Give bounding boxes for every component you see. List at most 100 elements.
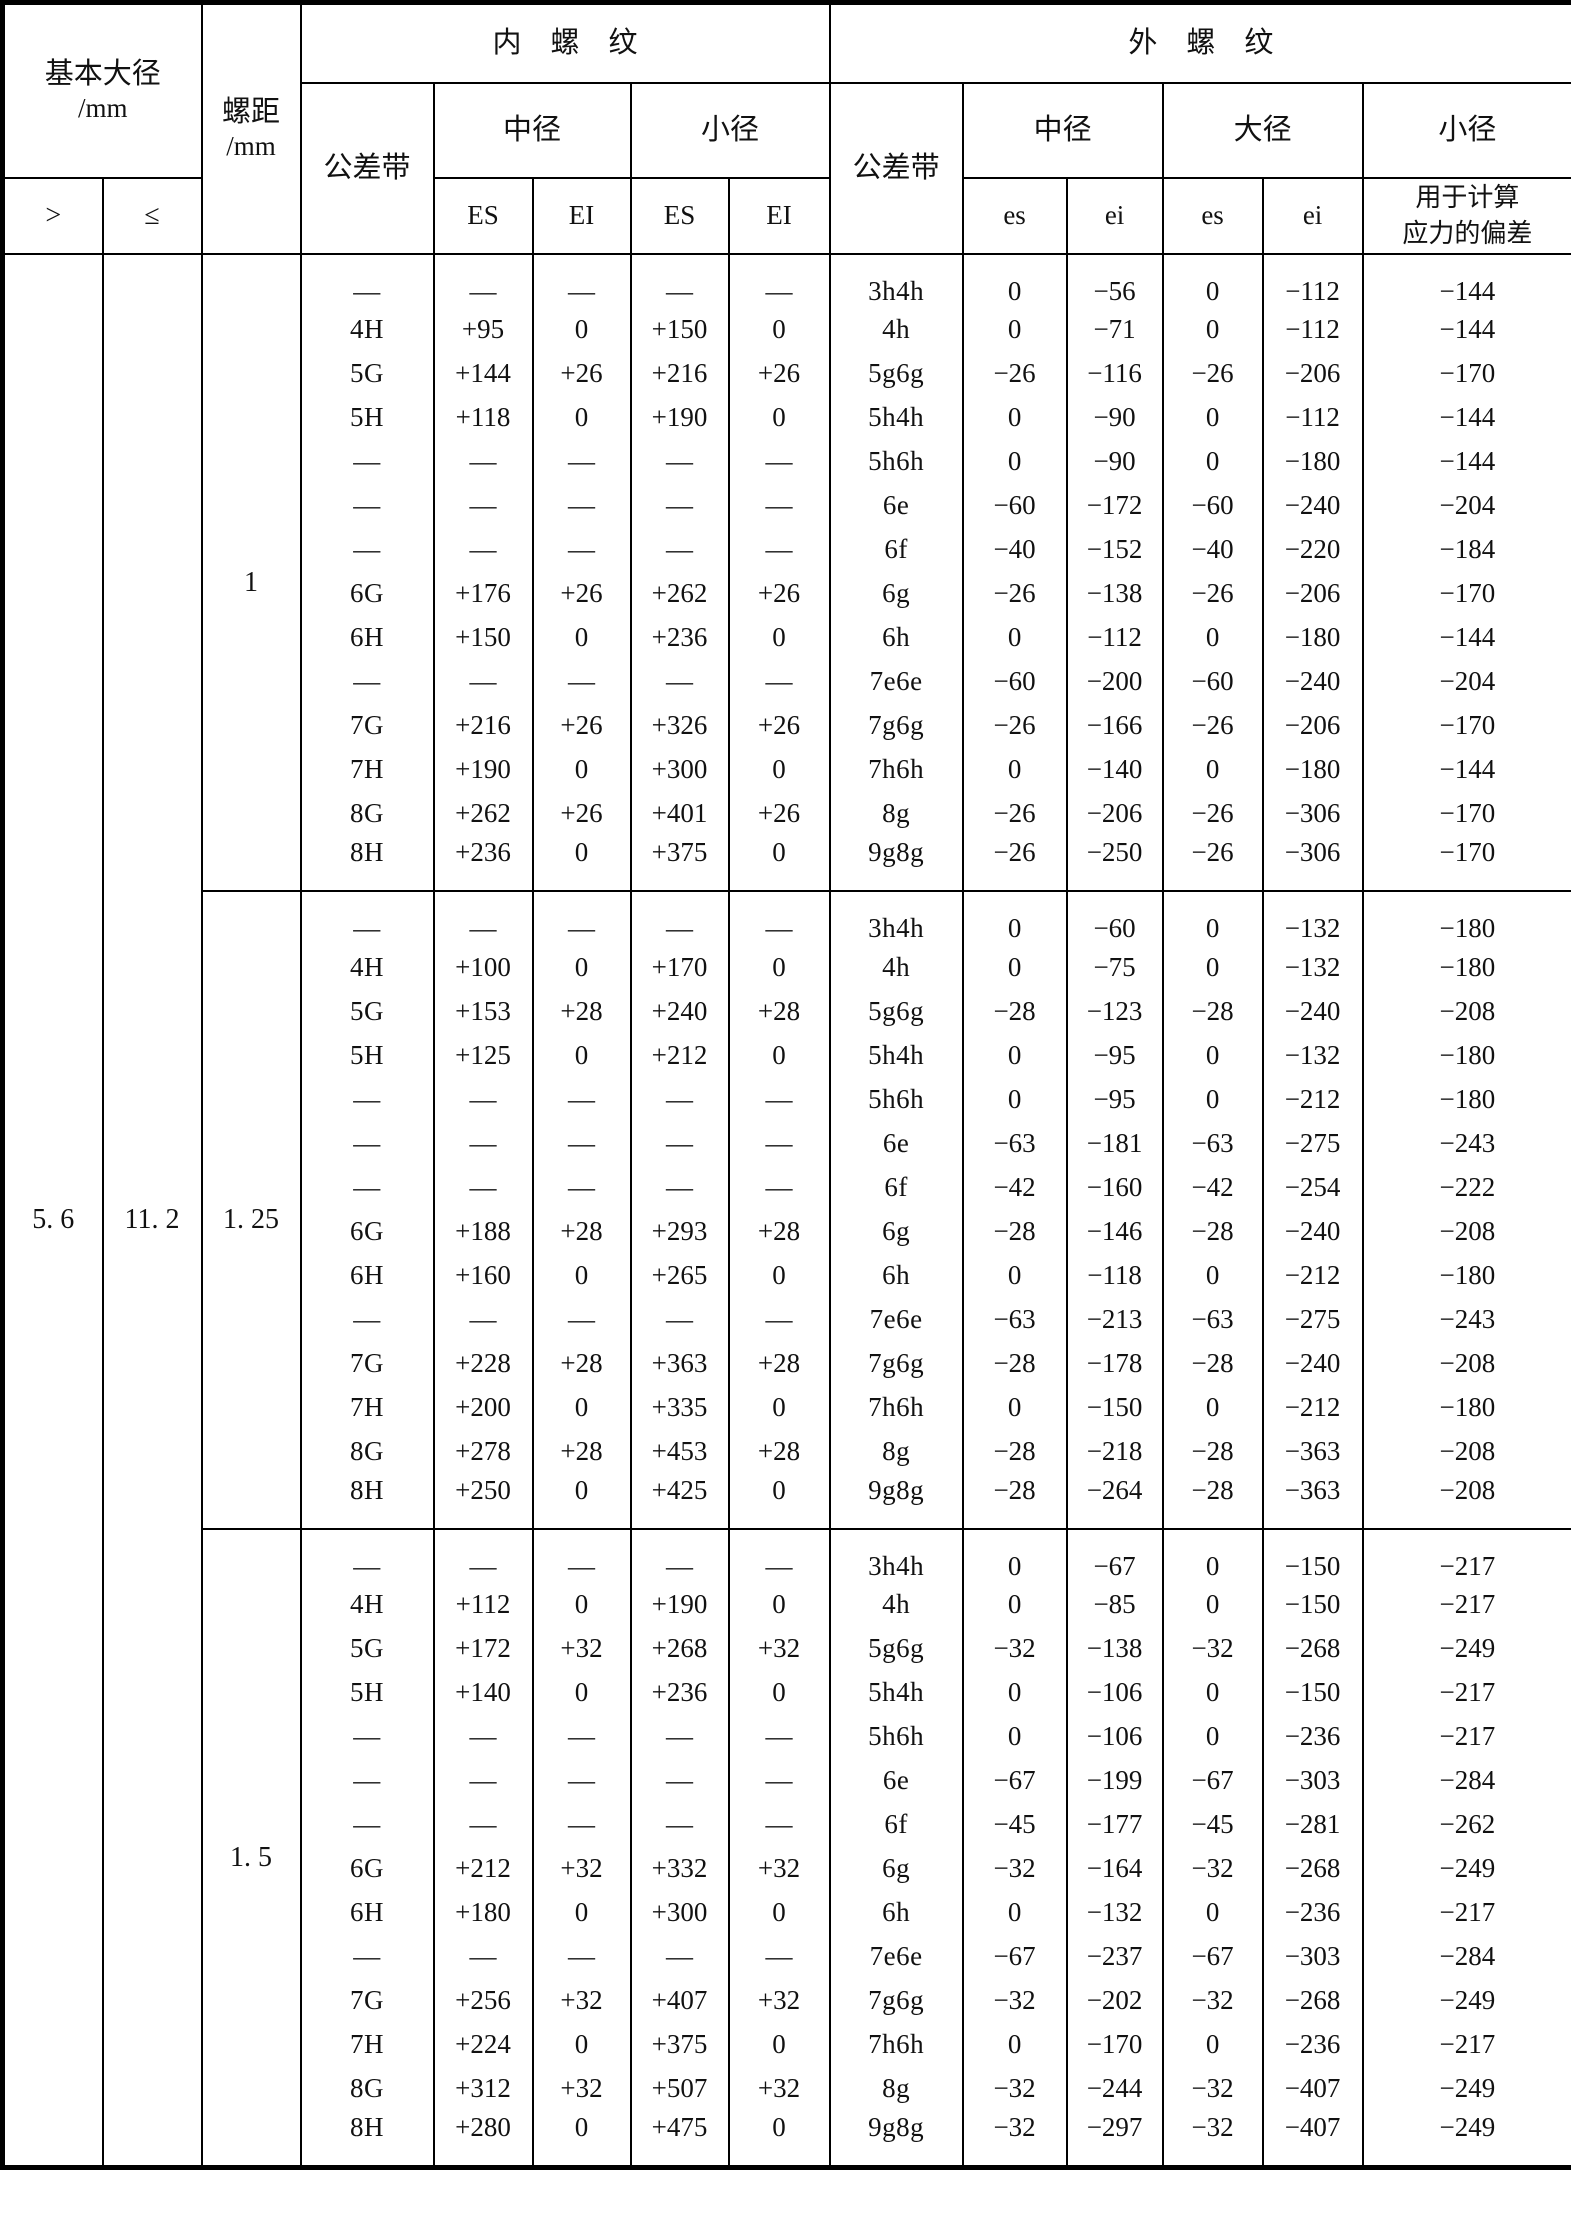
int-md-es-cell: +375: [629, 836, 730, 891]
int-tolerance-zone-cell: 6G: [299, 572, 435, 617]
int-pd-ei-cell: 0: [531, 616, 632, 661]
ext-minor-stress-dev-cell: −262: [1361, 1803, 1571, 1848]
int-pd-ei-cell: 0: [531, 1583, 632, 1628]
int-tolerance-zone-cell: —: [299, 1759, 435, 1804]
ext-maj-es-cell: 0: [1161, 1715, 1264, 1760]
ext-maj-ei-cell: −275: [1261, 1297, 1364, 1342]
int-md-es-cell: +475: [629, 2111, 730, 2168]
ext-maj-es-cell: −28: [1161, 1341, 1264, 1386]
int-md-es-cell: +236: [629, 1671, 730, 1716]
int-pd-es-cell: —: [432, 1297, 534, 1342]
ext-pd-es-cell: −60: [961, 660, 1068, 705]
ext-minor-stress-dev-cell: −180: [1361, 1253, 1571, 1298]
int-tolerance-zone-cell: —: [299, 1165, 435, 1210]
int-md-es-cell: —: [629, 1121, 730, 1166]
ext-pd-es-cell: −67: [961, 1935, 1068, 1980]
int-tolerance-zone-cell: —: [299, 1077, 435, 1122]
int-tolerance-zone-cell: 8H: [299, 836, 435, 891]
ext-tolerance-zone-cell: 7e6e: [828, 1935, 964, 1980]
table-row: 6H +180 0 +300 0 6h 0 −132 0 −236 −217: [3, 1891, 1571, 1936]
int-tolerance-zone-cell: 5H: [299, 1033, 435, 1078]
ext-maj-ei-cell: −407: [1261, 2111, 1364, 2168]
int-md-es-cell: +453: [629, 1429, 730, 1474]
ext-minor-stress-dev-cell: −284: [1361, 1759, 1571, 1804]
ext-maj-ei-cell: −180: [1261, 748, 1364, 793]
ext-maj-es-cell: 0: [1161, 1077, 1264, 1122]
ext-minor-stress-dev-cell: −144: [1361, 616, 1571, 661]
ext-tolerance-zone-cell: 7h6h: [828, 748, 964, 793]
ext-maj-ei-cell: −275: [1261, 1121, 1364, 1166]
ext-pd-es-cell: −28: [961, 1473, 1068, 1529]
ext-pd-es-cell: −28: [961, 1341, 1068, 1386]
ext-maj-ei-cell: −240: [1261, 1341, 1364, 1386]
ext-pd-ei-cell: −146: [1065, 1209, 1164, 1254]
int-pd-es-cell: +112: [432, 1583, 534, 1628]
int-tolerance-zone-cell: 7H: [299, 748, 435, 793]
int-md-ei-cell: —: [727, 1165, 831, 1210]
table-row: 8G +312 +32 +507 +32 8g −32 −244 −32 −407 −249: [3, 2067, 1571, 2112]
int-tolerance-zone-cell: 5G: [299, 989, 435, 1034]
int-pd-es-cell: —: [432, 1527, 534, 1584]
int-pd-ei-cell: —: [531, 528, 632, 573]
ext-pd-ei-cell: −250: [1065, 836, 1164, 891]
int-md-ei-cell: +32: [727, 1847, 831, 1892]
ext-tolerance-zone-cell: 3h4h: [828, 252, 964, 309]
int-md-es-cell: —: [629, 440, 730, 485]
int-pd-ei-cell: —: [531, 1297, 632, 1342]
int-tolerance-zone-cell: —: [299, 252, 435, 309]
ext-pd-ei-cell: −106: [1065, 1671, 1164, 1716]
ext-minor-stress-dev-cell: −208: [1361, 1341, 1571, 1386]
pitch-unit: /mm: [226, 131, 276, 161]
int-pd-es-cell: +190: [432, 748, 534, 793]
ext-maj-ei-cell: −268: [1261, 1847, 1364, 1892]
int-pd-ei-cell: —: [531, 1715, 632, 1760]
int-md-ei-cell: 0: [727, 1671, 831, 1716]
ext-maj-es-cell: −63: [1161, 1297, 1264, 1342]
int-md-es-cell: —: [629, 1803, 730, 1848]
ext-tolerance-zone-cell: 5h6h: [828, 1715, 964, 1760]
int-md-es-cell: —: [629, 1165, 730, 1210]
int-md-es-cell: +236: [629, 616, 730, 661]
table-row: 6G +212 +32 +332 +32 6g −32 −164 −32 −268 −249: [3, 1847, 1571, 1892]
ext-maj-ei-cell: −240: [1261, 484, 1364, 529]
int-tolerance-zone-cell: 7G: [299, 1979, 435, 2024]
ext-maj-es-cell: −26: [1161, 352, 1264, 397]
ext-maj-ei-cell: −254: [1261, 1165, 1364, 1210]
int-pd-ei-cell: —: [531, 440, 632, 485]
ext-maj-ei-cell: −240: [1261, 1209, 1364, 1254]
int-pd-ei-cell: 0: [531, 1473, 632, 1529]
ext-pd-es-header: es: [961, 176, 1068, 255]
ext-tolerance-zone-cell: 6f: [828, 1165, 964, 1210]
ext-maj-ei-cell: −281: [1261, 1803, 1364, 1848]
ext-minor-stress-dev-cell: −284: [1361, 1935, 1571, 1980]
int-tolerance-zone-cell: —: [299, 660, 435, 705]
int-pd-es-cell: —: [432, 252, 534, 309]
ext-maj-ei-cell: −236: [1261, 1715, 1364, 1760]
ext-tolerance-zone-cell: 4h: [828, 1583, 964, 1628]
table-row: — — — — —6f −42 −160 −42 −254 −222: [3, 1165, 1571, 1210]
int-pd-es-cell: +100: [432, 945, 534, 990]
ext-pd-ei-cell: −95: [1065, 1077, 1164, 1122]
ext-pd-ei-cell: −90: [1065, 396, 1164, 441]
table-row: — — — — —7e6e −60 −200 −60 −240 −204: [3, 660, 1571, 705]
ext-minor-stress-dev-cell: −144: [1361, 396, 1571, 441]
table-row: 7H +200 0 +335 0 7h6h 0 −150 0 −212 −180: [3, 1385, 1571, 1430]
ext-maj-ei-cell: −363: [1261, 1473, 1364, 1529]
ext-maj-es-cell: −28: [1161, 1209, 1264, 1254]
ext-maj-es-cell: −67: [1161, 1759, 1264, 1804]
int-tolerance-zone-cell: 5H: [299, 1671, 435, 1716]
ext-pd-es-cell: −32: [961, 2067, 1068, 2112]
ext-pd-es-cell: 0: [961, 748, 1068, 793]
int-md-ei-cell: —: [727, 528, 831, 573]
int-pd-es-cell: —: [432, 1803, 534, 1848]
int-pd-es-cell: +228: [432, 1341, 534, 1386]
ext-pd-es-cell: −28: [961, 1209, 1068, 1254]
ext-maj-es-cell: 0: [1161, 1671, 1264, 1716]
external-thread-header: 外 螺 纹: [828, 1, 1571, 84]
int-md-es-cell: +216: [629, 352, 730, 397]
ext-maj-ei-cell: −306: [1261, 792, 1364, 837]
ext-pd-ei-cell: −181: [1065, 1121, 1164, 1166]
table-header: 基本大径 /mm 螺距 /mm 内 螺 纹 外 螺 纹 公差带 中径 小径 公差…: [1, 1, 1571, 255]
int-md-ei-cell: —: [727, 1297, 831, 1342]
ext-tolerance-zone-cell: 5h4h: [828, 1033, 964, 1078]
